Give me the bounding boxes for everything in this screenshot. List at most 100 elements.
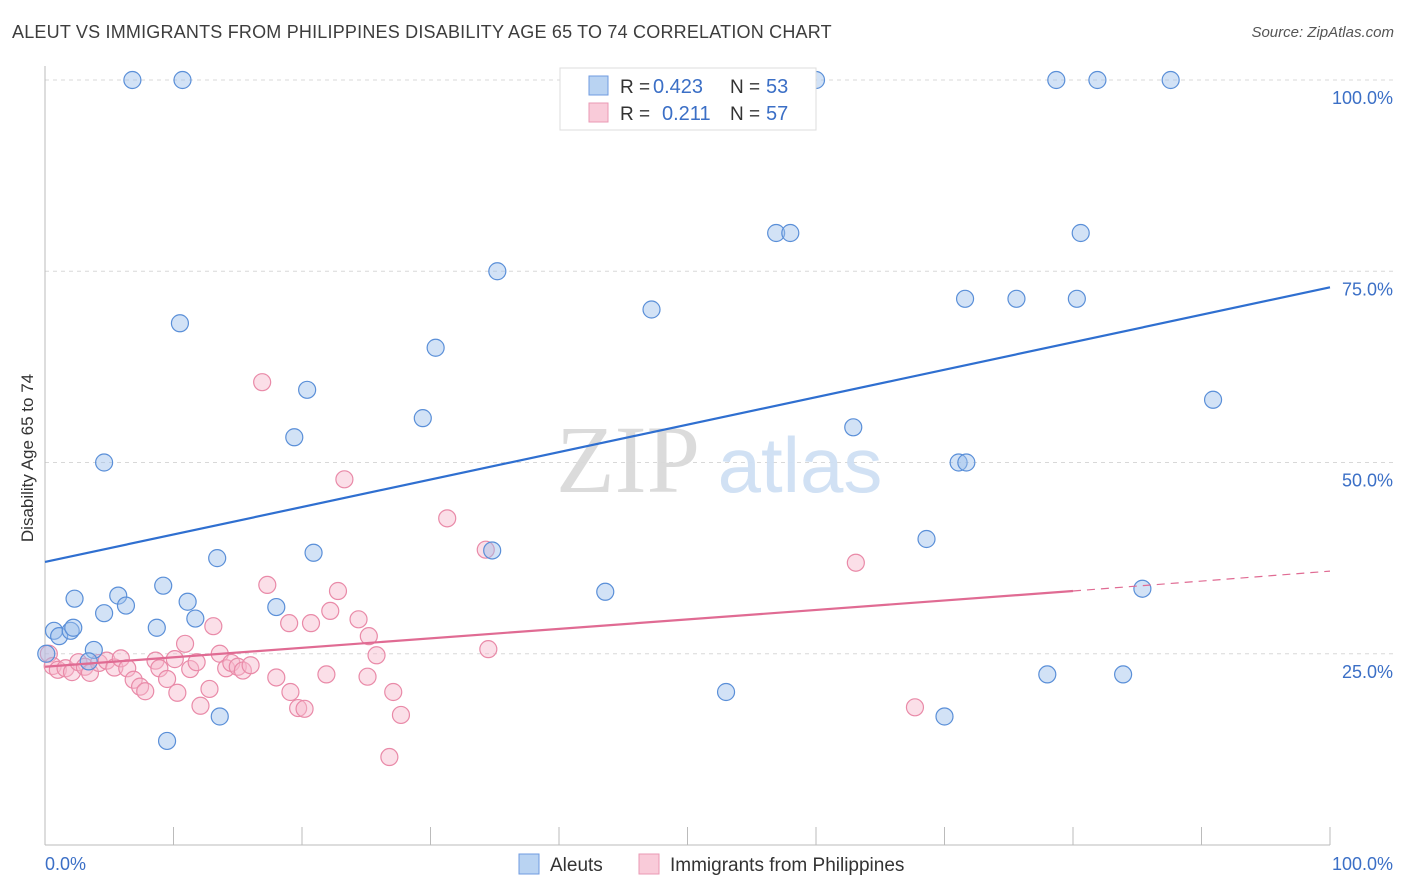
series-aleuts-points	[37, 70, 1223, 751]
legend-swatch-philippines	[588, 102, 609, 123]
aleuts-point	[285, 428, 304, 447]
series-philippines-points	[39, 373, 925, 767]
grid-lines	[45, 79, 1393, 655]
aleuts-trend-line	[44, 286, 1331, 564]
legend-r-label-2: R =	[620, 104, 650, 125]
aleuts-point	[304, 543, 323, 562]
aleuts-point	[716, 682, 736, 702]
philippines-point	[105, 658, 124, 677]
philippines-point	[384, 682, 403, 702]
aleuts-point	[1114, 665, 1133, 684]
philippines-point	[438, 509, 457, 528]
philippines-point	[157, 669, 177, 689]
watermark-zip: ZIP	[556, 406, 700, 513]
philippines-point	[380, 747, 399, 767]
aleuts-point	[170, 314, 190, 333]
philippines-point	[905, 698, 925, 717]
aleuts-point	[1133, 579, 1152, 598]
aleuts-point	[949, 453, 968, 472]
aleuts-point	[208, 549, 227, 568]
y-tick-label: 50.0%	[1342, 471, 1393, 491]
aleuts-point	[1067, 289, 1086, 308]
philippines-point	[187, 653, 206, 672]
philippines-point	[168, 683, 187, 702]
legend-n-philippines: 57	[766, 103, 788, 125]
legend-r-philippines: 0.211	[662, 103, 711, 125]
aleuts-point	[1007, 289, 1026, 308]
chart-title: ALEUT VS IMMIGRANTS FROM PHILIPPINES DIS…	[12, 22, 832, 42]
aleuts-point	[413, 409, 432, 428]
aleuts-point	[154, 576, 173, 595]
source-credit: Source: ZipAtlas.com	[1251, 24, 1394, 41]
philippines-point	[358, 667, 377, 686]
y-tick-label: 25.0%	[1342, 662, 1393, 682]
aleuts-point	[173, 70, 192, 90]
aleuts-point	[50, 627, 69, 646]
philippines-point	[846, 553, 865, 572]
axes	[44, 66, 1331, 846]
aleuts-point	[79, 652, 98, 671]
philippines-point	[267, 668, 286, 687]
legend-n-label-2: N =	[730, 104, 760, 125]
aleuts-point	[781, 223, 800, 243]
aleuts-point	[298, 380, 317, 399]
philippines-point	[359, 627, 378, 646]
philippines-point	[349, 610, 368, 629]
aleuts-point	[178, 592, 197, 611]
aleuts-point	[596, 582, 615, 601]
aleuts-point	[1047, 70, 1066, 90]
philippines-point	[241, 656, 260, 675]
x-tick-label: 0.0%	[45, 854, 86, 874]
philippines-trend-extension	[1072, 570, 1331, 592]
philippines-point	[181, 659, 200, 679]
aleuts-point	[84, 640, 103, 660]
x-tick-label: 100.0%	[1332, 854, 1393, 874]
x-tick-labels: 0.0% 100.0%	[45, 854, 1393, 874]
philippines-point	[367, 646, 386, 665]
aleuts-point	[642, 300, 661, 319]
aleuts-point	[267, 597, 286, 617]
aleuts-point	[123, 70, 142, 90]
philippines-point	[281, 682, 300, 702]
aleuts-point	[1071, 223, 1090, 243]
y-tick-label: 75.0%	[1342, 279, 1393, 299]
correlation-legend: R = 0.423 N = 53 R = 0.211 N = 57	[559, 67, 817, 131]
aleuts-point	[210, 707, 229, 726]
aleuts-point	[95, 453, 114, 472]
trend-lines	[44, 286, 1331, 668]
aleuts-point	[64, 618, 83, 637]
philippines-point	[69, 653, 88, 672]
aleuts-point	[955, 289, 975, 308]
philippines-trend-line	[44, 589, 1074, 668]
philippines-point	[335, 470, 354, 489]
philippines-point	[204, 617, 223, 636]
philippines-point	[479, 640, 498, 659]
aleuts-point	[426, 338, 445, 357]
watermark: ZIP atlas	[556, 406, 882, 513]
philippines-point	[191, 696, 210, 715]
aleuts-point	[186, 609, 205, 628]
aleuts-point	[957, 453, 976, 472]
philippines-point	[124, 670, 143, 689]
aleuts-point	[65, 589, 84, 608]
y-tick-label: 100.0%	[1332, 88, 1393, 108]
aleuts-point	[95, 604, 114, 623]
bottom-legend-swatch-philippines	[638, 853, 660, 875]
legend-r-aleuts: 0.423	[653, 76, 703, 98]
philippines-point	[476, 540, 495, 559]
philippines-point	[165, 650, 184, 669]
aleuts-point	[1203, 390, 1223, 409]
philippines-point	[280, 614, 299, 633]
legend-swatch-aleuts	[588, 75, 609, 96]
philippines-point	[200, 679, 219, 699]
y-axis-title: Disability Age 65 to 74	[18, 374, 37, 542]
aleuts-point	[844, 418, 863, 437]
aleuts-point	[1161, 70, 1180, 90]
legend-n-label: N =	[730, 77, 760, 98]
aleuts-point	[483, 541, 502, 560]
legend-n-aleuts: 53	[766, 76, 788, 98]
aleuts-point	[116, 596, 136, 615]
aleuts-point	[147, 618, 166, 637]
philippines-point	[289, 698, 308, 718]
